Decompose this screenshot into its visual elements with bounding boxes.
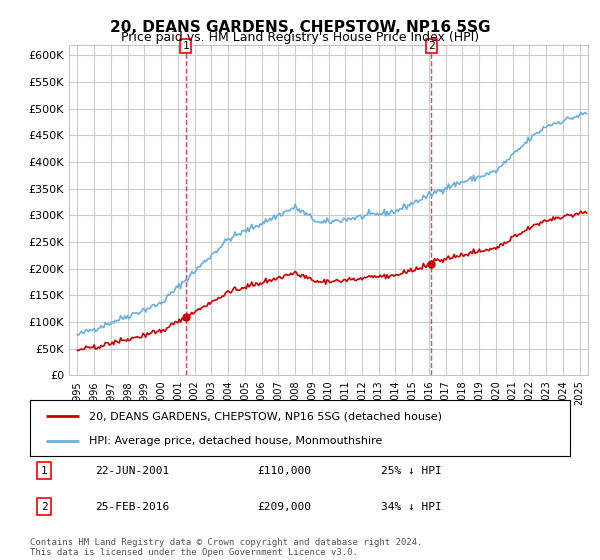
Text: £110,000: £110,000 [257,465,311,475]
Text: 2: 2 [41,502,47,512]
Text: 2: 2 [428,41,435,51]
Text: 20, DEANS GARDENS, CHEPSTOW, NP16 5SG (detached house): 20, DEANS GARDENS, CHEPSTOW, NP16 5SG (d… [89,411,442,421]
Text: Contains HM Land Registry data © Crown copyright and database right 2024.
This d: Contains HM Land Registry data © Crown c… [30,538,422,557]
Text: £209,000: £209,000 [257,502,311,512]
Text: Price paid vs. HM Land Registry's House Price Index (HPI): Price paid vs. HM Land Registry's House … [121,31,479,44]
Text: 1: 1 [182,41,189,51]
Text: 25-FEB-2016: 25-FEB-2016 [95,502,169,512]
Text: 25% ↓ HPI: 25% ↓ HPI [381,465,442,475]
Text: 20, DEANS GARDENS, CHEPSTOW, NP16 5SG: 20, DEANS GARDENS, CHEPSTOW, NP16 5SG [110,20,490,35]
Text: 1: 1 [41,465,47,475]
Text: HPI: Average price, detached house, Monmouthshire: HPI: Average price, detached house, Monm… [89,436,383,446]
Text: 34% ↓ HPI: 34% ↓ HPI [381,502,442,512]
Text: 22-JUN-2001: 22-JUN-2001 [95,465,169,475]
